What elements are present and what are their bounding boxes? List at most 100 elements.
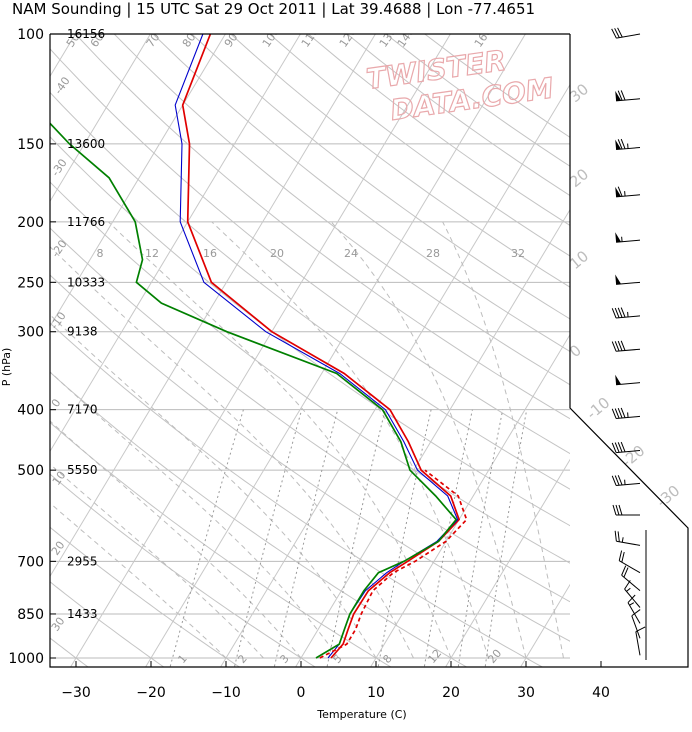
wind-barb-flag: [617, 475, 623, 486]
height-label: 13600: [67, 137, 105, 151]
y-tick-label: 300: [17, 325, 44, 341]
x-tick-label: −20: [136, 685, 166, 701]
dry-adiabat-line: [50, 227, 570, 603]
wind-barb-flag: [624, 580, 631, 590]
dry-adiabat-line: [50, 91, 570, 490]
isotherm-label: -40: [52, 75, 73, 97]
x-tick-label: 0: [297, 685, 306, 701]
height-label: 11766: [67, 215, 105, 229]
wind-barb-pennant: [615, 90, 622, 101]
moist-adiabat-line: [50, 502, 227, 659]
wind-barb-half-flag: [626, 587, 631, 592]
isotherm-label: -10: [583, 394, 613, 424]
height-label: 5550: [67, 463, 98, 477]
plot-frame: [49, 34, 689, 668]
wind-barb: [611, 475, 641, 486]
dry-adiabat-line: [152, 34, 570, 353]
dry-adiabat-line: [50, 322, 544, 667]
y-tick-label: 400: [17, 403, 44, 419]
wind-barb-flag: [618, 550, 623, 561]
mixing-ratio-line: [484, 409, 528, 667]
wind-barb-flag: [627, 594, 636, 603]
x-tick-label: 20: [442, 685, 460, 701]
moist-adiabat-line: [50, 420, 302, 659]
wind-barb: [631, 609, 641, 639]
wind-barb: [611, 407, 641, 419]
isotherm-line: [50, 34, 151, 203]
isotherm-label: 130: [377, 25, 400, 50]
wind-barb-pennant: [615, 274, 622, 285]
wind-barb-flag: [631, 609, 641, 617]
moist-adiabat-line: [50, 371, 339, 659]
isotherm-label: 10: [50, 469, 69, 488]
isotherm-label: 0: [49, 397, 64, 410]
y-tick-label: 200: [17, 215, 44, 231]
wind-barb-flag: [615, 504, 620, 516]
mixing-ratio-line: [233, 409, 303, 667]
wind-barb-flag: [620, 138, 626, 149]
isotherm-line: [50, 34, 301, 453]
isotherm-label: -20: [49, 238, 70, 260]
dry-adiabat-line: [50, 48, 570, 455]
wind-barb: [615, 90, 641, 102]
wind-barb-staff: [616, 194, 641, 198]
dry-adiabat-label: 20: [485, 647, 504, 666]
mixing-ratio-label: 32: [511, 247, 525, 260]
dry-adiabat-line: [50, 371, 468, 667]
height-label: 2955: [67, 554, 98, 568]
series-group: [50, 34, 468, 659]
wind-barb-staff: [616, 348, 641, 352]
y-tick-label: 1000: [8, 651, 44, 667]
moist-adiabat-line: [50, 463, 264, 659]
isotherm-line: [220, 83, 570, 667]
wind-barb-flag: [611, 442, 617, 453]
mixing-ratio-line: [169, 409, 244, 667]
wind-barb-flag: [620, 407, 626, 418]
isotherm-line: [50, 34, 226, 328]
isotherm-label: 20: [49, 539, 68, 558]
isotherm-label: 30: [49, 615, 68, 634]
wind-barb-flag: [611, 308, 617, 319]
dry-adiabat-line: [50, 526, 241, 667]
wind-barb-flag: [621, 551, 625, 563]
height-label: 1433: [67, 607, 98, 621]
wind-barb: [618, 550, 641, 574]
wind-barb: [615, 186, 641, 198]
dry-adiabat-line: [229, 34, 570, 288]
dry-adiabat-line: [50, 181, 570, 564]
wind-barb-flag: [612, 504, 617, 516]
wind-barb-staff: [616, 482, 641, 486]
mixing-ratio-label: 20: [270, 247, 284, 260]
dry-adiabat-line: [50, 136, 570, 527]
wind-barb-staff: [621, 574, 641, 592]
wind-barb: [612, 504, 640, 516]
isotherm-label: -30: [49, 157, 70, 179]
isotherm-line: [445, 458, 570, 667]
y-tick-label: 700: [17, 554, 44, 570]
moist-adiabat-line: [211, 221, 489, 659]
isotherm-label: -10: [48, 310, 69, 332]
isotherm-label: 140: [395, 25, 418, 50]
wind-barb-pennant: [615, 186, 622, 197]
wind-barb-flag: [617, 90, 623, 101]
wind-barb: [615, 232, 641, 243]
x-tick-label: 10: [367, 685, 385, 701]
wind-barb-flag: [621, 565, 627, 576]
isotherm-line: [370, 333, 570, 667]
wind-barb: [635, 626, 646, 656]
wind-barb-staff: [618, 560, 641, 574]
wind-barb-staff: [635, 631, 641, 656]
isotherm-line: [593, 5, 692, 671]
chart-title: NAM Sounding | 15 UTC Sat 29 Oct 2011 | …: [12, 0, 536, 18]
wind-barb: [615, 274, 641, 285]
dry-adiabat-line: [50, 421, 392, 667]
wind-barb-flag: [620, 90, 626, 101]
isotherm-line: [295, 208, 570, 667]
wind-barb: [614, 530, 641, 546]
isotherm-line: [0, 5, 18, 671]
mixing-ratio-label: 12: [145, 247, 159, 260]
dry-adiabat-line: [50, 581, 165, 667]
wind-barb-flag: [617, 186, 623, 197]
height-label: 10333: [67, 275, 105, 289]
x-tick-label: −10: [211, 685, 241, 701]
